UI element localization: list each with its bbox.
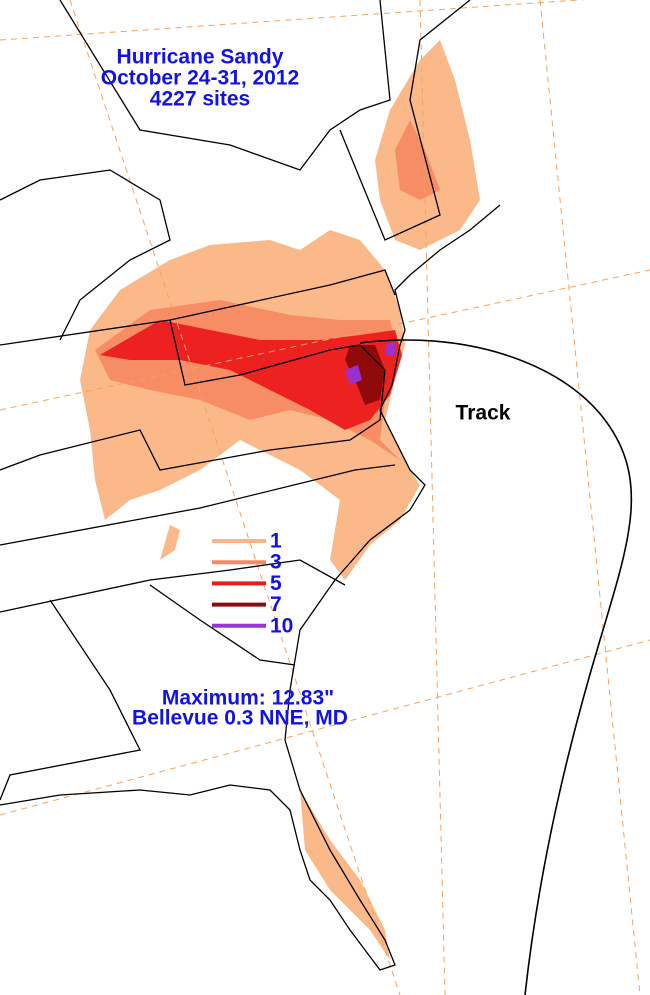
rainfall-area	[345, 365, 362, 385]
track-label: Track	[456, 402, 511, 425]
rainfall-area	[395, 120, 440, 200]
legend-label: 5	[270, 572, 282, 595]
rainfall-area	[375, 40, 480, 250]
legend-label: 3	[270, 551, 282, 574]
maximum-location: Bellevue 0.3 NNE, MD	[132, 707, 348, 730]
storm-track	[359, 339, 633, 995]
legend-label: 10	[270, 614, 293, 637]
site-count: 4227 sites	[150, 88, 250, 111]
rainfall-area	[100, 320, 402, 430]
maximum: Maximum: 12.83"	[162, 687, 334, 710]
title: Hurricane Sandy	[117, 46, 284, 69]
dates: October 24-31, 2012	[101, 67, 299, 90]
boundaries	[0, 0, 471, 801]
rainfall-area	[385, 342, 395, 356]
legend-label: 7	[270, 593, 282, 616]
rainfall-area	[160, 525, 180, 560]
legend-label: 1	[270, 530, 282, 553]
